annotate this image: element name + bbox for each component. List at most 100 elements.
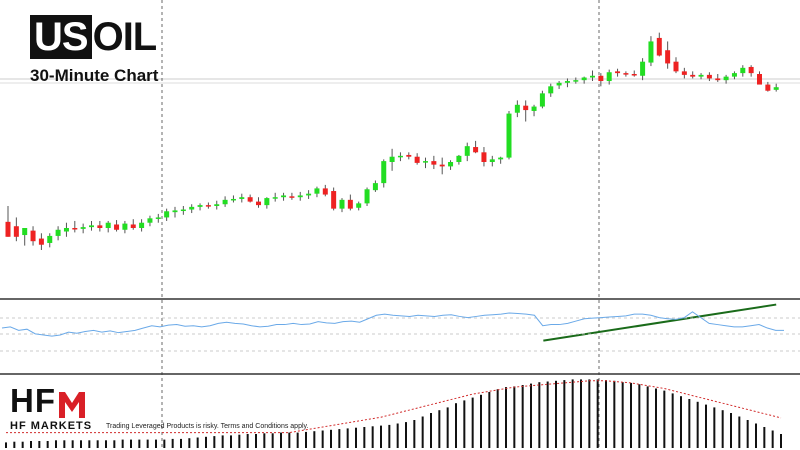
histogram-bar — [638, 384, 641, 448]
candle-body-down — [673, 61, 679, 72]
histogram-bar — [405, 422, 407, 448]
logo-wordmark: HF — [10, 384, 92, 418]
candle-body-up — [731, 73, 737, 77]
candlestick-series — [5, 32, 779, 250]
candle-body-up — [306, 193, 312, 196]
candle-body-up — [356, 203, 362, 208]
candle-body-down — [631, 74, 637, 76]
histogram-bar — [455, 403, 457, 448]
candle — [506, 110, 512, 160]
candle — [114, 220, 120, 232]
risk-disclaimer: Trading Leveraged Products is risky. Ter… — [106, 423, 309, 430]
histogram-bar — [113, 440, 116, 448]
signal-path — [6, 380, 782, 434]
candle-body-up — [47, 235, 53, 243]
hfm-logo: HF HF MARKETS — [10, 384, 93, 433]
candle — [314, 186, 320, 198]
candle — [523, 100, 529, 122]
candle — [22, 228, 28, 246]
candle — [122, 220, 128, 234]
histogram-bar — [571, 379, 574, 448]
candle — [615, 68, 621, 77]
logo-letters: HF — [10, 382, 56, 419]
histogram-bar — [271, 433, 274, 448]
candle — [556, 81, 562, 89]
histogram-bar — [80, 440, 82, 448]
candle-body-down — [331, 191, 337, 209]
candle-body-down — [130, 224, 136, 228]
candle — [247, 194, 253, 203]
candle — [180, 206, 186, 215]
histogram-bar — [646, 386, 649, 448]
candle-body-up — [556, 82, 562, 86]
candle — [38, 233, 44, 250]
candle-body-down — [656, 37, 662, 56]
histogram-bar — [605, 380, 607, 448]
candle — [239, 193, 245, 203]
candle-body-up — [272, 197, 278, 199]
candle-body-up — [606, 72, 612, 82]
histogram-bar — [30, 441, 32, 448]
histogram-bar — [255, 434, 257, 448]
histogram-bar — [71, 440, 74, 448]
histogram-bar — [55, 440, 57, 448]
candle — [623, 71, 629, 77]
histogram-bar — [130, 439, 132, 448]
candle — [155, 213, 161, 223]
candle — [205, 202, 211, 209]
histogram-bar — [205, 436, 207, 448]
candle-body-up — [155, 217, 161, 219]
candle — [573, 77, 579, 84]
candle-body-up — [339, 199, 345, 209]
candle — [773, 83, 779, 92]
candle — [598, 73, 604, 87]
candle — [130, 219, 136, 230]
candle-body-up — [239, 197, 245, 199]
candle — [448, 160, 454, 170]
histogram-bar — [713, 407, 716, 448]
histogram-bar — [213, 436, 216, 448]
histogram-bar — [413, 420, 416, 448]
histogram-bar — [221, 435, 224, 448]
candle — [214, 200, 220, 210]
histogram-bar — [613, 380, 616, 448]
candle — [331, 187, 337, 211]
candle-body-up — [230, 198, 236, 201]
candle — [89, 220, 94, 231]
candle-body-down — [114, 224, 120, 230]
candle — [147, 215, 153, 227]
histogram-bar — [755, 423, 757, 448]
candle-body-down — [523, 105, 529, 111]
histogram-bar — [163, 439, 166, 448]
histogram-bar — [505, 387, 507, 448]
histogram-bar — [771, 430, 774, 448]
candle-body-up — [648, 41, 654, 63]
oscillator-panel — [0, 311, 800, 352]
candle-body-down — [247, 197, 253, 202]
histogram-bar — [596, 379, 599, 448]
candle-body-up — [189, 206, 195, 210]
candle — [30, 226, 36, 246]
candle — [381, 159, 387, 188]
candle-body-up — [164, 211, 170, 218]
histogram-bar — [696, 401, 699, 448]
histogram-bar — [480, 394, 482, 448]
candle-body-up — [773, 87, 779, 90]
candle-body-up — [740, 67, 746, 74]
histogram-bar — [471, 397, 474, 448]
logo-subtitle: HF MARKETS — [10, 420, 93, 432]
candle — [72, 220, 78, 233]
candle — [97, 220, 103, 232]
histogram-bar — [588, 379, 591, 448]
histogram-bar — [196, 437, 199, 448]
moving-average-path — [543, 303, 777, 342]
candle-body-up — [364, 189, 370, 204]
histogram-bar — [488, 392, 491, 448]
histogram-bar — [246, 434, 249, 448]
candle — [581, 76, 587, 84]
candle-body-up — [281, 195, 287, 198]
candle-body-down — [347, 199, 353, 209]
histogram-bar — [430, 413, 432, 448]
candle — [740, 65, 746, 77]
